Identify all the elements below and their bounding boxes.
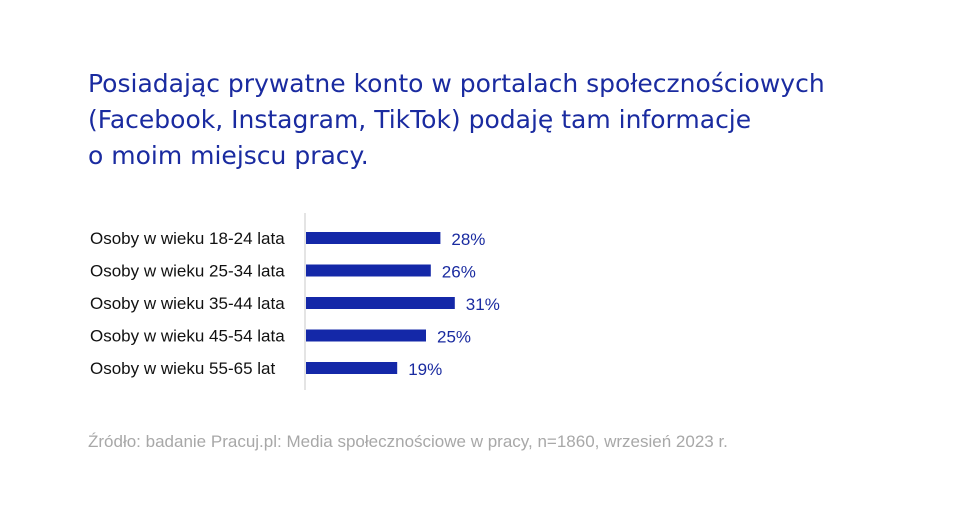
source-note: Źródło: badanie Pracuj.pl: Media społecz… [88, 432, 728, 451]
value-labels: 28% 26% 31% 25% 19% [408, 230, 500, 379]
bar-chart: Osoby w wieku 18-24 lata Osoby w wieku 25… [90, 213, 500, 390]
value-label: 31% [466, 295, 500, 314]
bars [306, 232, 455, 374]
value-label: 26% [442, 263, 476, 282]
value-label: 25% [437, 328, 471, 347]
chart-title-line-1: Posiadając prywatne konto w portalach sp… [88, 69, 825, 98]
category-label: Osoby w wieku 18-24 lata [90, 229, 285, 248]
bar [306, 264, 431, 277]
bar [306, 297, 455, 309]
value-label: 28% [451, 230, 485, 249]
bar [306, 362, 398, 374]
bar [306, 329, 426, 342]
chart-title: Posiadając prywatne konto w portalach sp… [88, 66, 908, 174]
bar [306, 232, 441, 244]
chart-title-line-2: (Facebook, Instagram, TikTok) podaję tam… [88, 105, 752, 134]
value-label: 19% [408, 360, 442, 379]
category-labels: Osoby w wieku 18-24 lata Osoby w wieku 25… [90, 229, 285, 378]
category-label: Osoby w wieku 25-34 lata [90, 262, 285, 281]
category-label: Osoby w wieku 55-65 lat [90, 359, 275, 378]
category-label: Osoby w wieku 45-54 lata [90, 327, 285, 346]
chart-title-line-3: o moim miejscu pracy. [88, 141, 369, 170]
category-label: Osoby w wieku 35-44 lata [90, 294, 285, 313]
